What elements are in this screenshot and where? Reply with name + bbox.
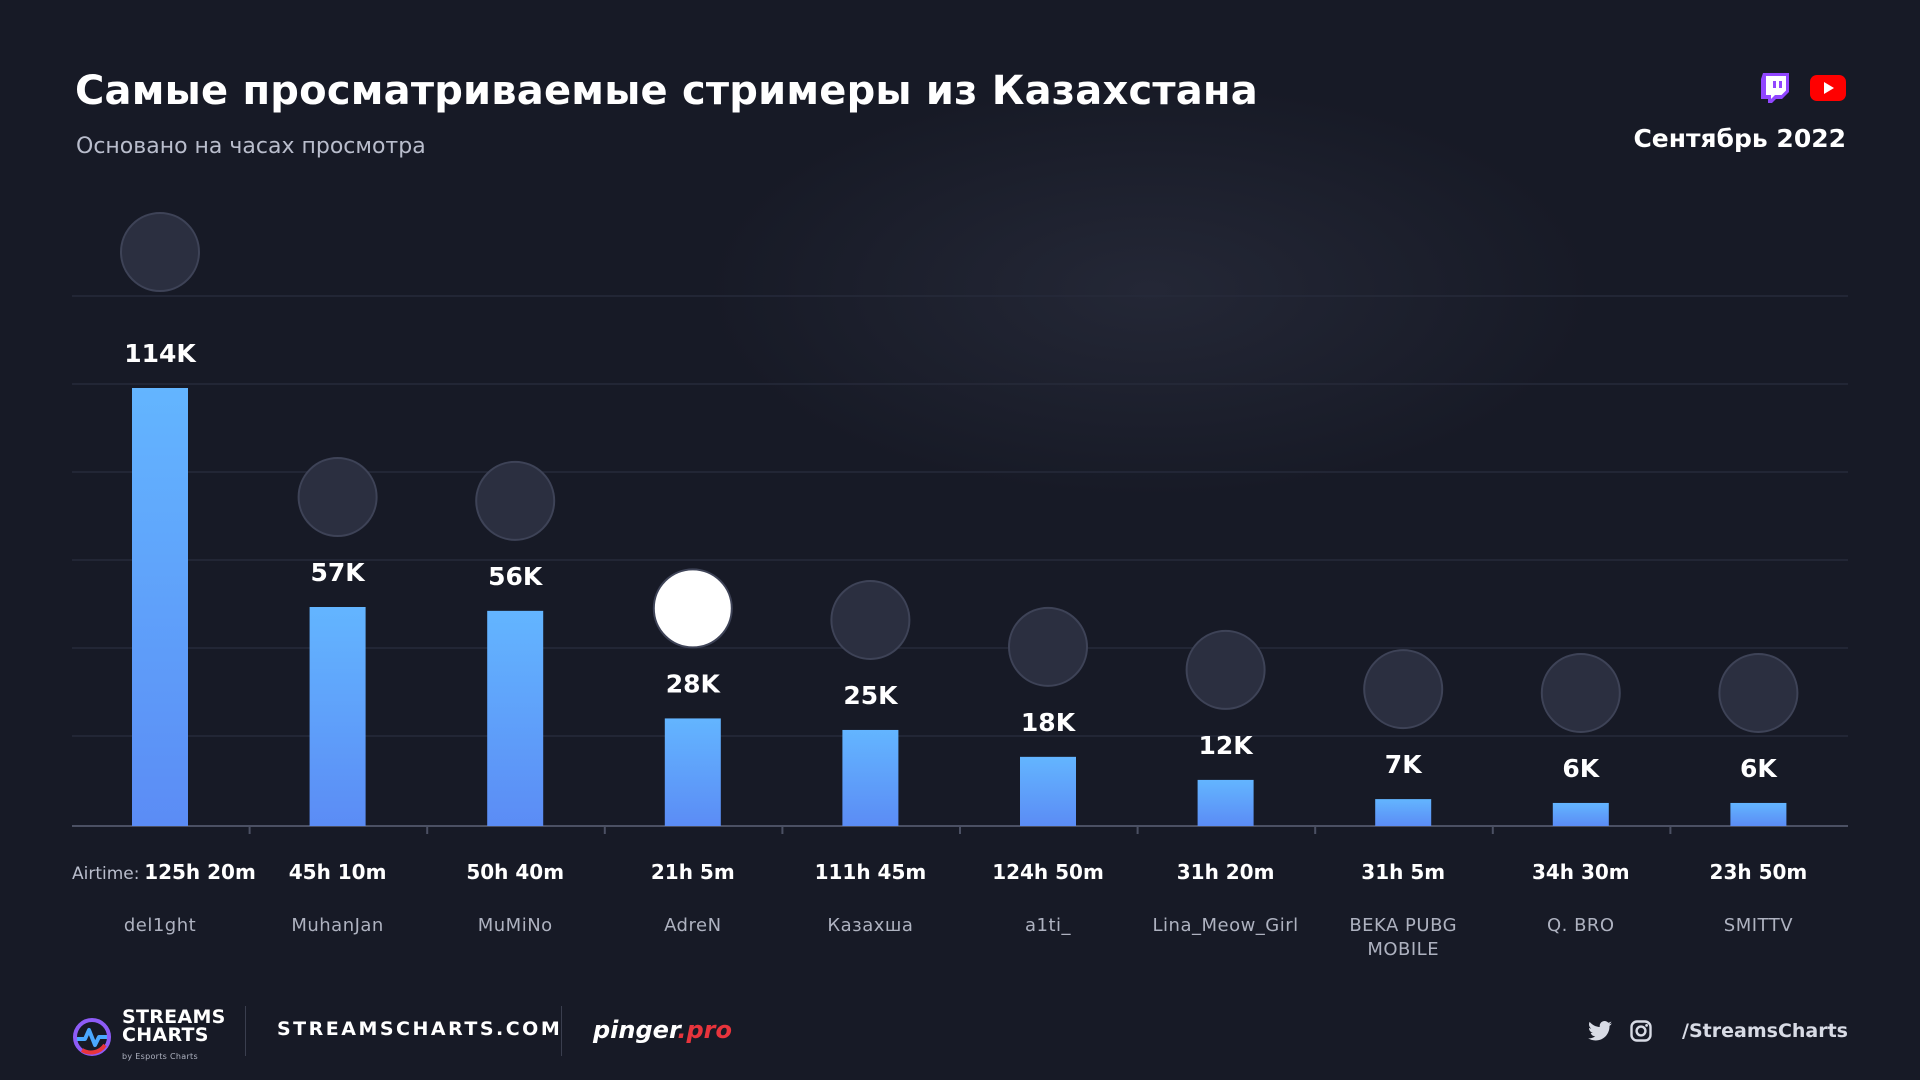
category-label-line: MOBILE	[1367, 939, 1439, 960]
category-label-line: SMITTV	[1724, 915, 1793, 936]
data-label: 57K	[311, 558, 367, 587]
category-label: Казахша	[827, 915, 913, 936]
footer-site: STREAMSCHARTS.COM	[277, 1018, 563, 1040]
bar	[487, 610, 544, 826]
streamer-avatar	[652, 568, 733, 649]
airtime-value: 45h 10m	[289, 860, 387, 884]
streamscharts-logo: STREAMS CHARTS by Esports Charts	[72, 1008, 226, 1066]
airtime-value: 31h 20m	[1177, 860, 1275, 884]
chart-title: Самые просматриваемые стримеры из Казахс…	[75, 68, 1258, 114]
pinger-logo-suffix: .pro	[677, 1016, 732, 1044]
data-label: 6K	[1562, 754, 1600, 783]
airtime-value: 34h 30m	[1532, 860, 1630, 884]
category-label: SMITTV	[1724, 915, 1793, 936]
category-label-line: BEKA PUBG	[1349, 915, 1457, 936]
streamer-avatar	[1718, 652, 1799, 733]
category-label: MuhanJan	[291, 915, 384, 936]
category-label-line: a1ti_	[1025, 915, 1072, 936]
instagram-icon[interactable]	[1630, 1020, 1652, 1042]
streamer-avatar	[1363, 649, 1444, 730]
airtime-value: 31h 5m	[1361, 860, 1445, 884]
bar	[1552, 802, 1609, 826]
data-label: 25K	[843, 681, 899, 710]
data-label: 7K	[1385, 750, 1423, 779]
background-glow	[700, 80, 1600, 500]
category-label: BEKA PUBG MOBILE	[1349, 915, 1457, 960]
twitter-icon[interactable]	[1588, 1021, 1613, 1041]
category-label-line: AdreN	[664, 915, 721, 936]
social-handle[interactable]: /StreamsCharts	[1682, 1020, 1848, 1042]
platform-icons	[1760, 72, 1846, 104]
chart-date: Сентябрь 2022	[1633, 124, 1846, 153]
bar	[132, 388, 188, 826]
pinger-logo: pinger.pro	[593, 1016, 732, 1044]
bar	[309, 607, 366, 826]
category-label: Lina_Meow_Girl	[1153, 915, 1299, 936]
airtime-value: 125h 20m	[144, 860, 256, 884]
bar	[1197, 779, 1254, 826]
streamer-avatar	[297, 457, 378, 537]
airtime-value: 21h 5m	[651, 860, 735, 884]
bar	[1375, 799, 1432, 826]
pinger-logo-main: pinger	[593, 1016, 678, 1044]
brand-line2: CHARTS	[122, 1024, 209, 1046]
category-label: del1ght	[124, 915, 196, 936]
data-label: 114K	[124, 339, 197, 368]
category-label: AdreN	[664, 915, 721, 936]
footer-divider	[245, 1006, 246, 1056]
data-label: 6K	[1740, 754, 1778, 783]
streamer-avatar	[475, 460, 556, 541]
airtime-prefix-label: Airtime:	[72, 864, 139, 884]
chart-subtitle: Основано на часах просмотра	[76, 134, 426, 159]
data-label: 28K	[666, 669, 722, 698]
brand-line1: STREAMS	[122, 1006, 226, 1028]
airtime-value: 111h 45m	[815, 860, 927, 884]
category-label: Q. BRO	[1547, 915, 1615, 936]
bar	[1730, 802, 1787, 826]
category-label: a1ti_	[1025, 915, 1072, 936]
bar-chart: Airtime: 114K 125h 20m del1ght 57K 45h 10m Muh…	[72, 212, 1848, 960]
airtime-value: 124h 50m	[992, 860, 1104, 884]
category-label-line: Lina_Meow_Girl	[1153, 915, 1299, 936]
airtime-value: 23h 50m	[1710, 860, 1808, 884]
streamscharts-logo-icon	[73, 1018, 111, 1056]
brand-sub: by Esports Charts	[122, 1052, 198, 1061]
category-label: MuMiNo	[478, 915, 553, 936]
bar	[664, 718, 721, 826]
bar	[842, 729, 899, 826]
data-label: 12K	[1199, 731, 1255, 760]
category-label-line: MuMiNo	[478, 915, 553, 936]
footer-divider	[561, 1006, 562, 1056]
category-label-line: MuhanJan	[291, 915, 384, 936]
bar	[1020, 756, 1076, 826]
category-label-line: del1ght	[124, 915, 196, 936]
airtime-value: 50h 40m	[466, 860, 564, 884]
streamer-avatar	[1008, 606, 1088, 687]
streamer-avatar	[830, 579, 911, 660]
youtube-icon	[1810, 75, 1846, 101]
streamer-avatar	[1185, 629, 1266, 710]
data-label: 18K	[1021, 708, 1077, 737]
category-label-line: Q. BRO	[1547, 915, 1615, 936]
data-label: 56K	[488, 562, 544, 591]
footer-social: /StreamsCharts	[1588, 1020, 1848, 1042]
category-label-line: Казахша	[827, 915, 913, 936]
streamer-avatar	[1540, 652, 1621, 733]
brand-name: STREAMS CHARTS by Esports Charts	[122, 1008, 226, 1066]
twitch-icon	[1761, 73, 1789, 103]
streamer-avatar	[120, 212, 200, 292]
